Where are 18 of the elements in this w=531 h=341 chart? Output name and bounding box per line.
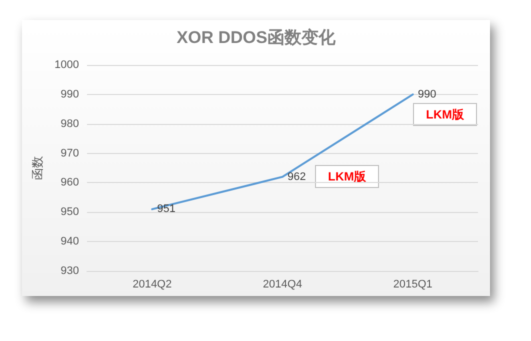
y-tick-label: 960 (60, 176, 79, 189)
y-tick-label: 980 (60, 118, 79, 130)
annotation: LKM版 (426, 108, 465, 122)
y-tick-label: 950 (60, 206, 79, 218)
y-tick-label: 970 (60, 147, 79, 160)
data-label: 951 (157, 203, 176, 216)
chart-title: XOR DDOS函数变化 (176, 28, 336, 47)
y-axis-title: 函数 (30, 156, 45, 180)
x-tick-label: 2015Q1 (393, 278, 432, 290)
y-tick-label: 1000 (54, 59, 79, 71)
y-tick-label: 940 (60, 236, 79, 248)
x-tick-label: 2014Q4 (262, 278, 302, 290)
annotation: LKM版 (328, 170, 367, 184)
data-label: 962 (288, 170, 306, 183)
x-tick-label: 2014Q2 (132, 278, 172, 290)
data-label: 990 (418, 88, 436, 100)
y-tick-label: 990 (60, 88, 79, 100)
y-tick-label: 930 (60, 265, 79, 277)
